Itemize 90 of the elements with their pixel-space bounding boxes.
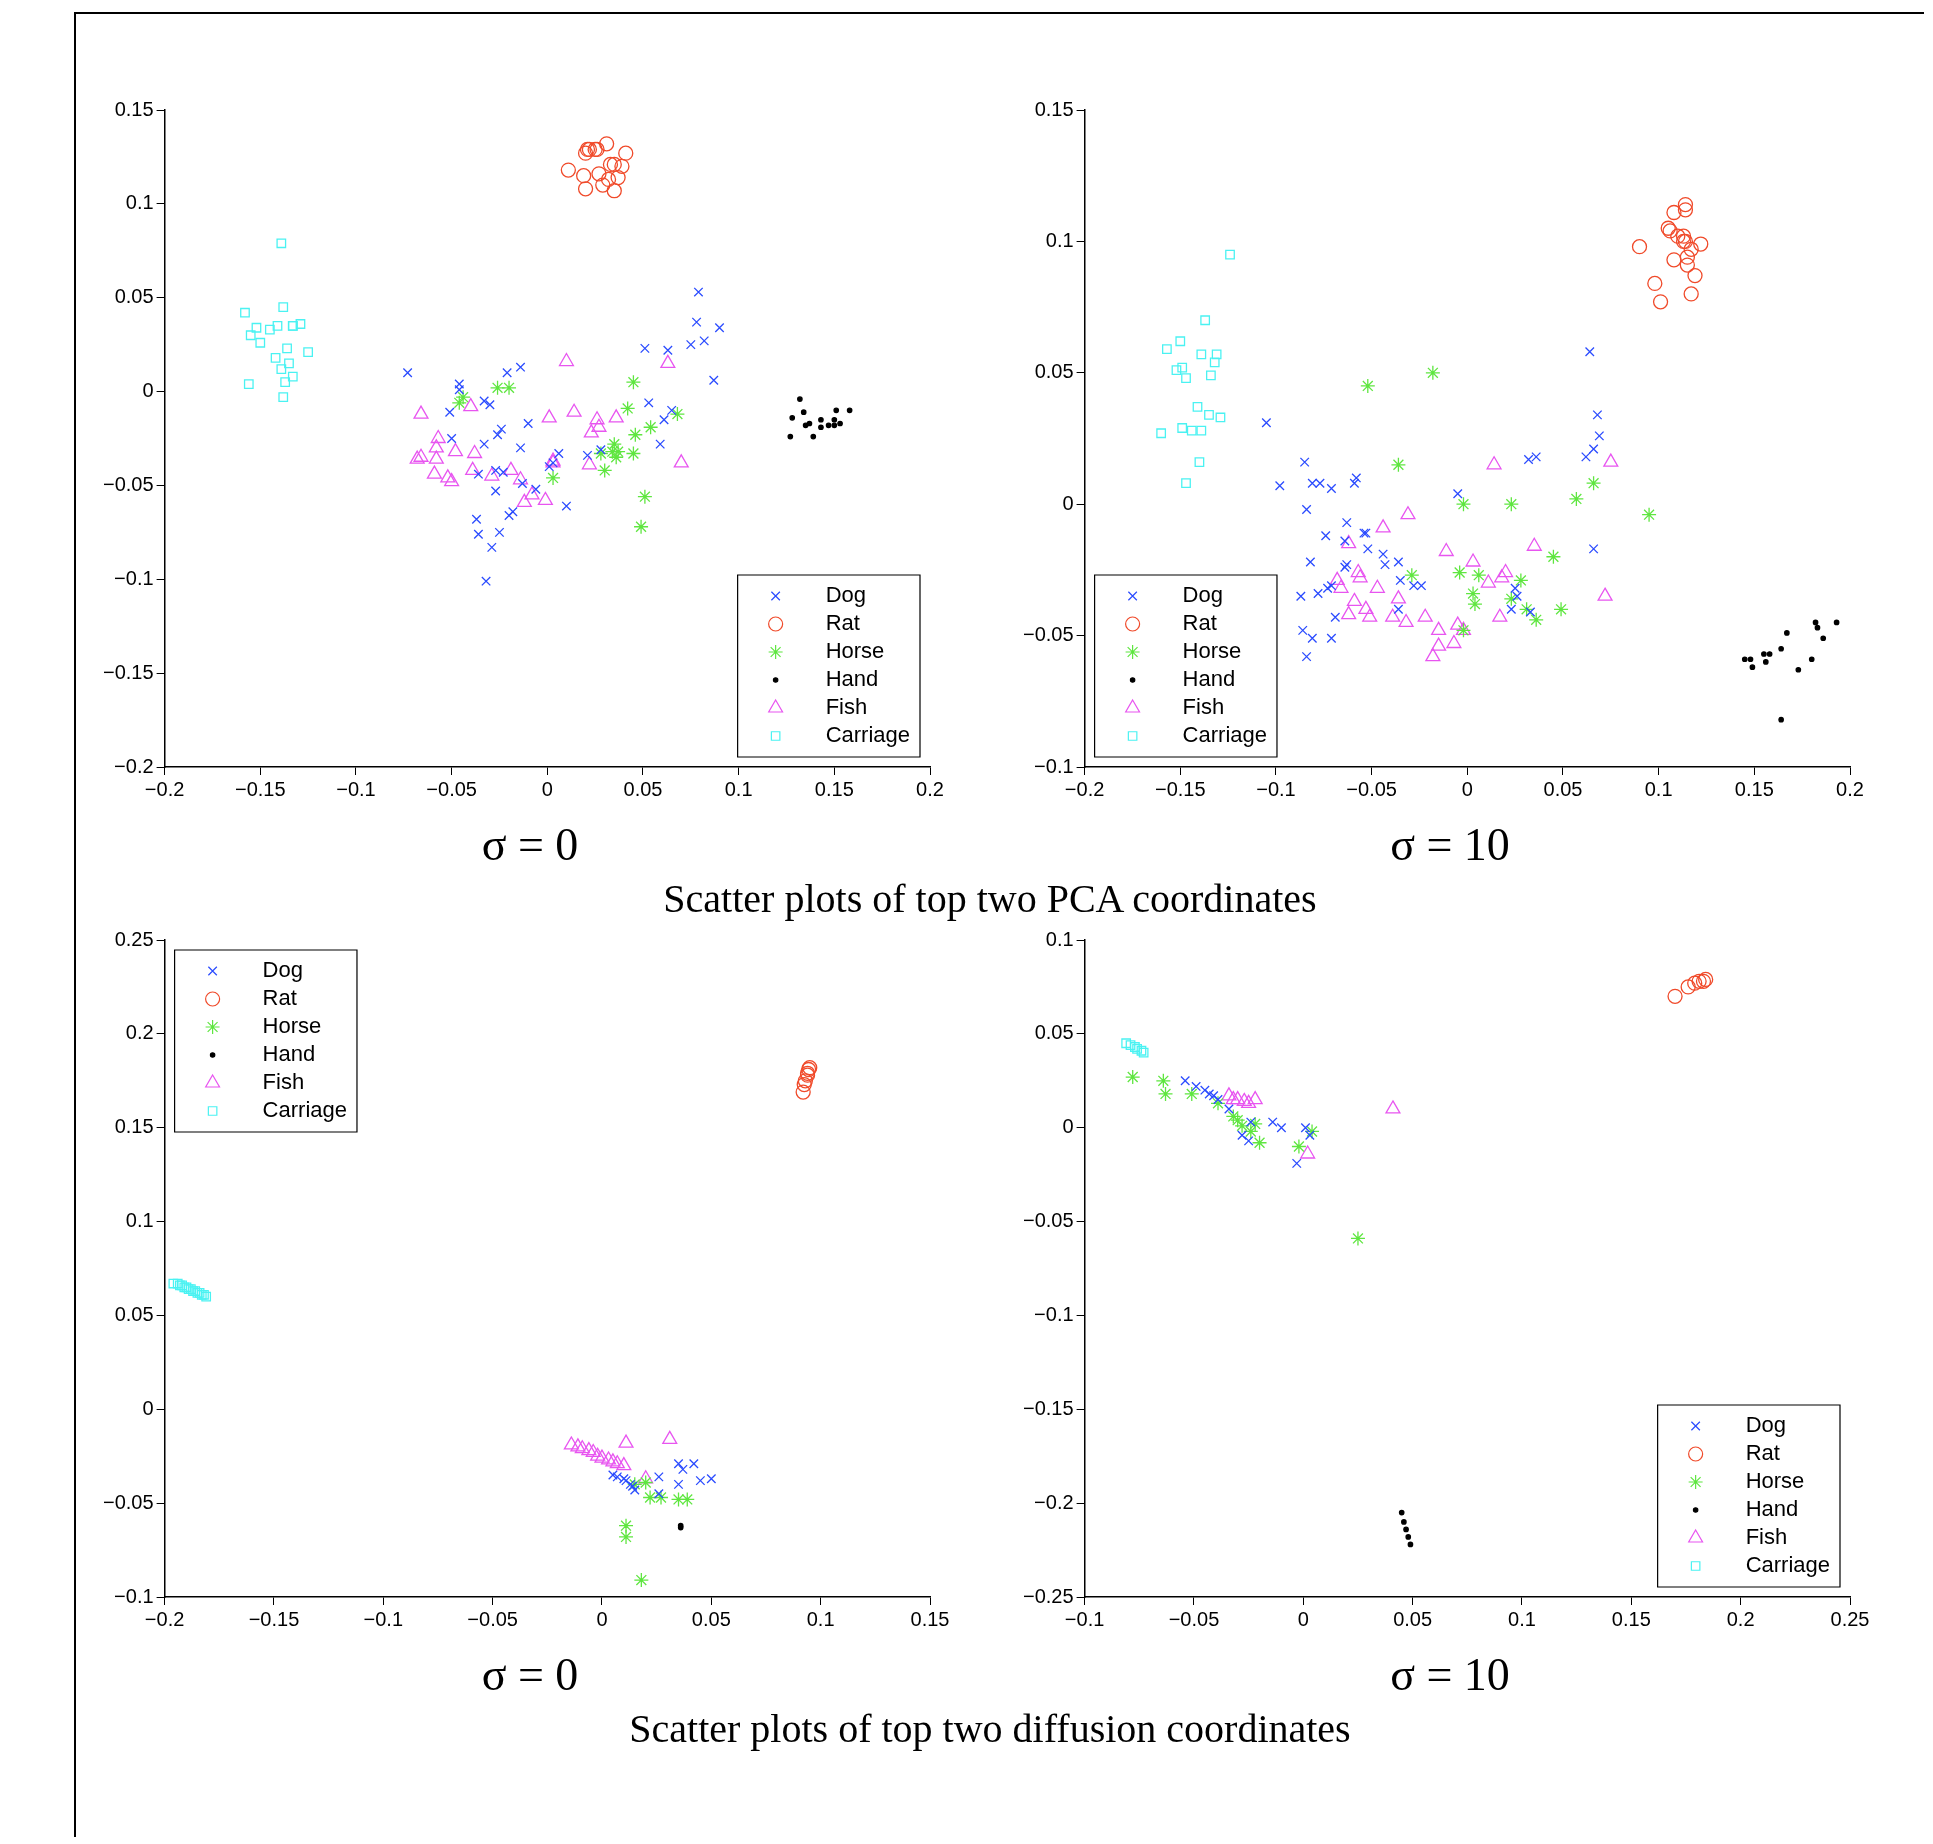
x-tick-label: 0.15 <box>814 777 854 800</box>
x-tick-label: 0.2 <box>1726 1607 1755 1630</box>
legend-label: Carriage <box>262 1097 347 1123</box>
legend-label: Horse <box>262 1013 322 1039</box>
legend-label: Carriage <box>1745 1552 1831 1578</box>
text: Scatter plots of top two PCA coordinates <box>662 875 1318 922</box>
legend-label: Dog <box>825 582 866 608</box>
x-tick-label: 0 <box>1297 1607 1309 1630</box>
y-tick-label: 0.05 <box>1034 360 1074 383</box>
legend-label: Horse <box>1745 1468 1805 1494</box>
legend-label: Carriage <box>825 722 911 748</box>
legend-label: Fish <box>1182 694 1225 720</box>
y-tick-label: −0.2 <box>1034 1490 1074 1513</box>
x-tick-label: 0.1 <box>806 1607 835 1630</box>
x-tick-label: 0 <box>541 777 553 800</box>
y-tick-label: 0.1 <box>1045 228 1074 251</box>
legend-label: Fish <box>825 694 868 720</box>
y-tick-label: 0.15 <box>1034 97 1074 120</box>
y-tick-label: 0.15 <box>114 97 154 120</box>
legend-label: Fish <box>1745 1524 1788 1550</box>
x-axis-title: σ = 10 <box>1389 1648 1511 1701</box>
y-tick-label: 0.05 <box>114 285 154 308</box>
x-axis-title: σ = 0 <box>480 818 580 871</box>
x-tick-label: −0.15 <box>234 777 286 800</box>
y-tick-label: 0.25 <box>114 927 154 950</box>
x-axis-title: σ = 0 <box>480 1648 580 1701</box>
x-tick-label: 0.1 <box>1644 777 1673 800</box>
y-tick-label: −0.05 <box>103 1490 154 1513</box>
y-tick-label: 0 <box>142 379 154 402</box>
x-tick-label: 0.25 <box>1830 1607 1870 1630</box>
x-tick-label: 0.1 <box>1508 1607 1536 1630</box>
y-tick-label: −0.25 <box>1023 1584 1074 1607</box>
legend-label: Rat <box>1182 610 1217 636</box>
legend-label: Dog <box>1745 1412 1786 1438</box>
x-tick-label: −0.05 <box>426 777 477 800</box>
x-tick-label: 0 <box>1461 777 1473 800</box>
y-tick-label: 0.1 <box>125 191 154 214</box>
y-tick-label: 0.1 <box>125 1209 154 1232</box>
text: Scatter plots of top two diffusion coordinates <box>628 1705 1352 1752</box>
y-tick-label: 0 <box>1062 491 1074 514</box>
x-axis-title: σ = 10 <box>1389 818 1511 871</box>
y-tick-label: −0.2 <box>114 754 154 777</box>
y-tick-label: −0.1 <box>114 566 154 589</box>
legend-label: Hand <box>1182 666 1236 692</box>
y-tick-label: 0.15 <box>114 1115 154 1138</box>
y-tick-label: 0.2 <box>125 1021 154 1044</box>
x-tick-label: 0.15 <box>910 1607 950 1630</box>
legend-label: Horse <box>1182 638 1242 664</box>
y-tick-label: −0.15 <box>1023 1396 1074 1419</box>
x-tick-label: −0.05 <box>467 1607 518 1630</box>
legend-label: Rat <box>262 985 297 1011</box>
x-tick-label: −0.1 <box>363 1607 404 1630</box>
x-tick-label: −0.1 <box>1256 777 1296 800</box>
x-tick-label: 0.2 <box>1836 777 1864 800</box>
legend-label: Dog <box>1182 582 1223 608</box>
y-tick-label: −0.1 <box>1034 1302 1074 1325</box>
legend-label: Rat <box>1745 1440 1780 1466</box>
y-tick-label: −0.1 <box>1034 754 1074 777</box>
y-tick-label: 0 <box>1062 1115 1074 1138</box>
legend-label: Dog <box>262 957 303 983</box>
y-tick-label: −0.05 <box>103 472 154 495</box>
y-tick-label: −0.1 <box>114 1584 154 1607</box>
y-tick-label: −0.05 <box>1023 623 1074 646</box>
x-tick-label: 0.05 <box>1393 1607 1433 1630</box>
x-tick-label: 0.05 <box>623 777 663 800</box>
x-tick-label: −0.15 <box>248 1607 300 1630</box>
y-tick-label: 0.05 <box>1034 1021 1074 1044</box>
y-tick-label: 0.1 <box>1045 927 1074 950</box>
legend-label: Hand <box>262 1041 316 1067</box>
x-tick-label: −0.05 <box>1346 777 1397 800</box>
x-tick-label: 0.15 <box>1611 1607 1651 1630</box>
x-tick-label: 0 <box>596 1607 608 1630</box>
x-tick-label: −0.05 <box>1168 1607 1220 1630</box>
legend-label: Horse <box>825 638 885 664</box>
legend-label: Carriage <box>1182 722 1267 748</box>
x-tick-label: 0.15 <box>1734 777 1774 800</box>
x-tick-label: −0.1 <box>336 777 376 800</box>
y-tick-label: −0.15 <box>103 660 154 683</box>
x-tick-label: −0.15 <box>1154 777 1206 800</box>
legend-label: Rat <box>825 610 860 636</box>
x-tick-label: 0.05 <box>691 1607 731 1630</box>
x-tick-label: 0.05 <box>1543 777 1583 800</box>
x-tick-label: 0.1 <box>724 777 753 800</box>
legend-label: Fish <box>262 1069 305 1095</box>
y-tick-label: 0 <box>142 1396 154 1419</box>
legend-label: Hand <box>1745 1496 1799 1522</box>
y-tick-label: −0.05 <box>1023 1209 1074 1232</box>
y-tick-label: 0.05 <box>114 1302 154 1325</box>
legend-label: Hand <box>825 666 879 692</box>
x-tick-label: 0.2 <box>916 777 944 800</box>
